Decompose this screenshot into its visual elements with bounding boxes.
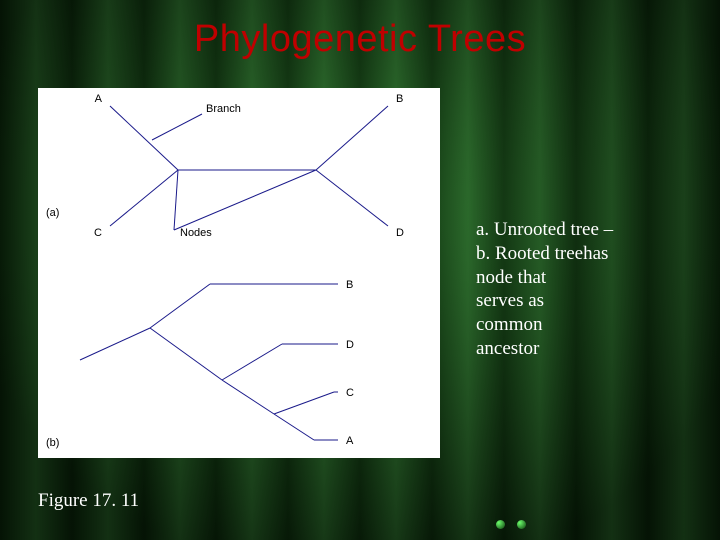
svg-text:B: B xyxy=(346,279,353,291)
svg-text:A: A xyxy=(95,93,103,105)
svg-text:B: B xyxy=(396,93,403,105)
side-line: ancestor xyxy=(476,337,646,361)
svg-text:C: C xyxy=(346,387,354,399)
nav-bullet xyxy=(496,520,505,529)
side-line: b. Rooted treehas xyxy=(476,242,646,266)
figure-caption: Figure 17. 11 xyxy=(38,490,139,512)
side-description: a. Unrooted tree –b. Rooted treehasnode … xyxy=(476,218,646,361)
svg-text:(a): (a) xyxy=(46,207,59,219)
phylo-tree-diagram: A B C D (a) Branch Nodes B D C A (b) xyxy=(38,88,440,458)
side-line: serves as xyxy=(476,289,646,313)
page-title: Phylogenetic Trees xyxy=(0,18,720,61)
svg-text:Nodes: Nodes xyxy=(180,227,212,239)
side-line: a. Unrooted tree – xyxy=(476,218,646,242)
svg-text:Branch: Branch xyxy=(206,103,241,115)
svg-text:D: D xyxy=(396,227,404,239)
svg-text:A: A xyxy=(346,435,354,447)
svg-text:(b): (b) xyxy=(46,437,59,449)
side-line: common xyxy=(476,313,646,337)
svg-text:C: C xyxy=(94,227,102,239)
figure-box: A B C D (a) Branch Nodes B D C A (b) xyxy=(38,88,440,458)
side-line: node that xyxy=(476,266,646,290)
nav-bullet xyxy=(517,520,526,529)
svg-text:D: D xyxy=(346,339,354,351)
